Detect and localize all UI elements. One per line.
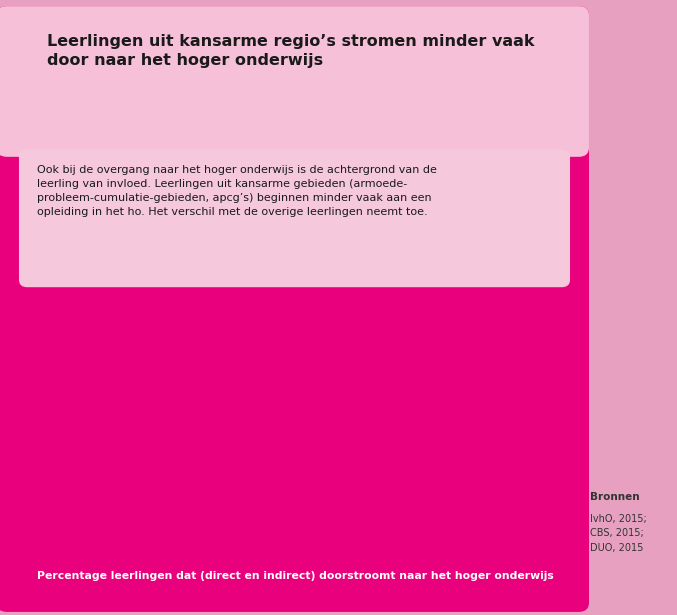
Text: 4: 4 xyxy=(30,25,41,40)
Text: niet-kansarme gebieden: niet-kansarme gebieden xyxy=(364,359,513,369)
Text: 70: 70 xyxy=(60,386,77,399)
Text: Percentage leerlingen dat (direct en indirect) doorstroomt naar het hoger onderw: Percentage leerlingen dat (direct en ind… xyxy=(37,571,554,581)
Circle shape xyxy=(16,13,55,52)
Text: IvhO, 2015;
CBS, 2015;
DUO, 2015: IvhO, 2015; CBS, 2015; DUO, 2015 xyxy=(590,514,647,553)
Text: 69: 69 xyxy=(522,392,539,405)
Text: Leerlingen uit: Leerlingen uit xyxy=(275,359,353,369)
Text: 72: 72 xyxy=(60,368,77,382)
Text: Leerlingen uit kansarme regio’s stromen minder vaak
door naar het hoger onderwij: Leerlingen uit kansarme regio’s stromen … xyxy=(47,34,535,68)
Text: kansarme gebieden: kansarme gebieden xyxy=(357,433,477,443)
Text: 60: 60 xyxy=(522,461,539,474)
Text: Bronnen: Bronnen xyxy=(590,492,640,502)
Text: Ook bij de overgang naar het hoger onderwijs is de achtergrond van de
leerling v: Ook bij de overgang naar het hoger onder… xyxy=(37,165,437,217)
Text: Leerlingen uit: Leerlingen uit xyxy=(275,433,353,443)
